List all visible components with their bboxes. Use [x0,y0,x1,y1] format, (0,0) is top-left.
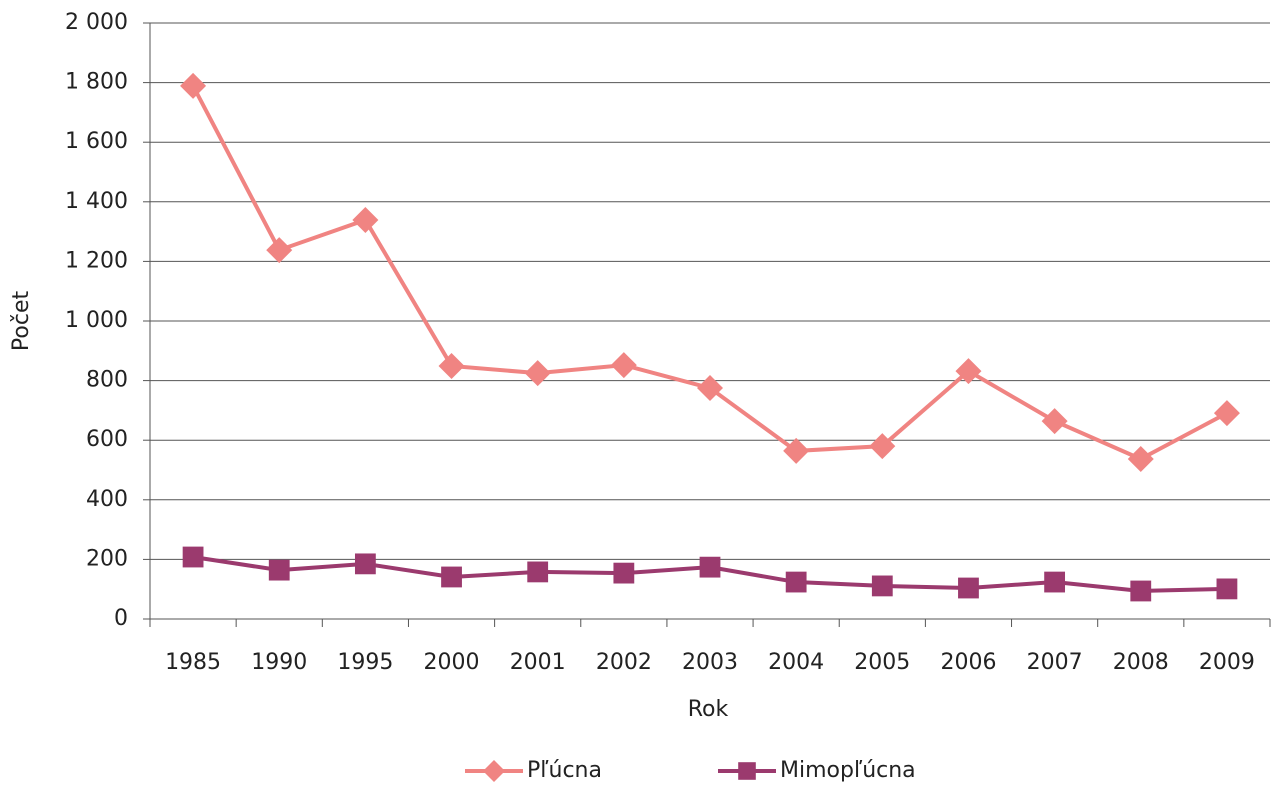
legend-label: Pľúcna [527,758,602,783]
x-tick-label: 2008 [1113,650,1169,675]
x-tick-label: 2001 [510,650,566,675]
marker [613,562,635,584]
y-tick-label: 400 [86,487,128,512]
y-tick-label: 2 000 [65,10,128,35]
marker [869,433,896,460]
marker [955,358,982,385]
x-tick-label: 2002 [596,650,652,675]
marker [268,559,290,581]
marker [1130,580,1152,602]
marker [871,575,893,597]
y-tick-label: 800 [86,368,128,393]
marker [958,577,979,599]
x-tick-label: 2000 [424,650,480,675]
marker [785,571,807,593]
y-tick-label: 1 600 [65,129,128,154]
marker [180,72,207,99]
x-tick-label: 2003 [682,650,738,675]
marker [699,556,721,578]
y-tick-label: 1 200 [65,248,128,273]
x-tick-label: 1995 [337,650,393,675]
marker [1216,578,1238,600]
y-tick-label: 200 [86,546,128,571]
x-tick-label: 2005 [854,650,910,675]
y-tick-label: 0 [114,606,128,631]
marker [438,352,465,379]
marker [783,437,810,464]
marker [352,206,379,233]
marker [441,566,462,588]
x-tick-label: 2006 [940,650,996,675]
x-tick-label: 1990 [251,650,307,675]
y-tick-label: 600 [86,427,128,452]
y-tick-label: 1 000 [65,308,128,333]
marker [1127,445,1154,472]
marker [483,760,505,782]
marker [697,375,723,402]
y-tick-label: 1 800 [65,70,128,95]
x-axis-label: Rok [688,697,729,722]
y-axis-label: Počet [9,291,34,352]
marker [610,352,637,379]
marker [182,546,204,568]
marker [354,553,376,575]
marker [527,561,549,583]
legend-label: Mimopľúcna [780,758,916,783]
x-tick-label: 2007 [1027,650,1083,675]
x-tick-label: 2004 [768,650,824,675]
marker [738,762,756,780]
marker [1213,400,1240,427]
x-tick-label: 1985 [165,650,221,675]
y-tick-label: 1 400 [65,189,128,214]
marker [524,360,551,387]
marker [1041,408,1068,435]
marker [1044,571,1066,593]
marker [266,237,293,264]
x-tick-label: 2009 [1199,650,1255,675]
